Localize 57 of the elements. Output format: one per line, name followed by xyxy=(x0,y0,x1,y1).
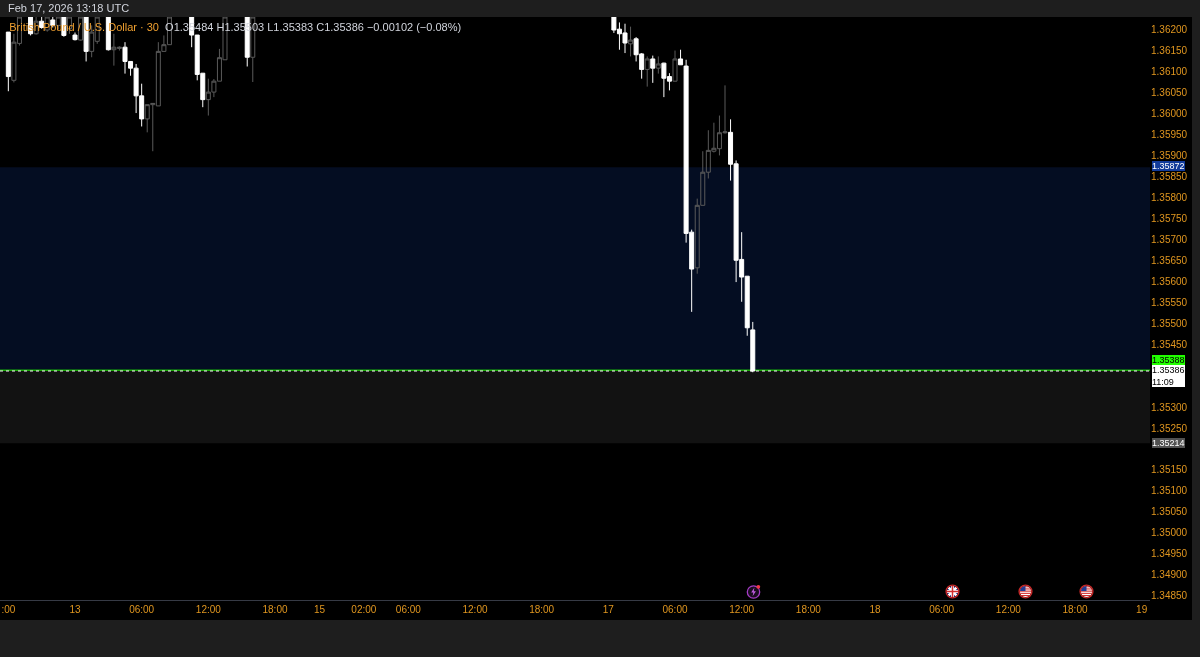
ref-line-label: 1.35388 xyxy=(1152,355,1185,365)
y-tick-label: 1.36100 xyxy=(1151,66,1188,78)
ref-line-label: 1.35386 11:09 xyxy=(1152,365,1185,387)
x-tick-label: 12:00 xyxy=(195,604,222,615)
y-tick-label: 1.36000 xyxy=(1151,107,1188,119)
x-tick-label: 12:00 xyxy=(995,604,1022,615)
y-tick-label: 1.35300 xyxy=(1151,401,1188,413)
x-tick-label: 15 xyxy=(313,604,326,615)
candlestick xyxy=(5,31,11,92)
candlestick xyxy=(644,55,650,88)
y-tick-label: 1.35800 xyxy=(1151,191,1188,203)
y-tick-label: 1.35550 xyxy=(1151,296,1188,308)
x-tick-label: 18:00 xyxy=(1062,604,1088,615)
candlestick xyxy=(72,32,78,41)
band-label: 1.35872 xyxy=(1152,161,1185,171)
candlestick xyxy=(655,55,661,75)
candlestick xyxy=(650,55,656,84)
candlestick xyxy=(672,50,678,83)
x-tick-label: 12:00 xyxy=(729,604,755,615)
y-tick-label: 1.35650 xyxy=(1151,254,1188,266)
y-tick-label: 1.35500 xyxy=(1151,317,1188,329)
y-tick-label: 1.35050 xyxy=(1151,506,1188,518)
y-tick-label: 1.35450 xyxy=(1151,338,1188,350)
x-tick-label: :00 xyxy=(1,604,16,615)
y-tick-label: 1.35950 xyxy=(1151,128,1188,140)
y-tick-label: 1.34950 xyxy=(1151,548,1188,560)
x-tick-label: 02:00 xyxy=(351,604,377,615)
x-tick-label: 18:00 xyxy=(795,604,822,615)
x-tick-label: 06:00 xyxy=(129,604,155,615)
y-tick-label: 1.35150 xyxy=(1151,464,1188,476)
y-tick-label: 1.35250 xyxy=(1151,422,1188,434)
x-tick-label: 06:00 xyxy=(929,604,955,615)
y-tick-label: 1.35700 xyxy=(1151,233,1188,245)
x-tick-label: 06:00 xyxy=(662,604,688,615)
x-tick-label: 06:00 xyxy=(395,604,422,615)
y-tick-label: 1.35850 xyxy=(1151,170,1188,182)
candlestick xyxy=(628,26,634,57)
x-tick-label: 19 xyxy=(1136,604,1148,615)
y-tick-label: 1.35750 xyxy=(1151,212,1188,224)
x-tick-label: 18:00 xyxy=(529,604,555,615)
x-tick-label: 17 xyxy=(602,604,615,615)
x-tick-label: 18 xyxy=(869,604,881,615)
text: Feb 17, 2026 13:18 UTC xyxy=(8,2,130,15)
y-tick-label: 1.35000 xyxy=(1151,527,1188,539)
band-label: 1.35214 xyxy=(1152,438,1185,448)
candlestick xyxy=(678,49,684,66)
x-tick-label: 18:00 xyxy=(262,604,288,615)
x-tick-label: 13 xyxy=(69,604,81,615)
y-tick-label: 1.36150 xyxy=(1151,45,1188,57)
y-tick-label: 1.35600 xyxy=(1151,275,1188,287)
y-tick-label: 1.35100 xyxy=(1151,485,1188,497)
y-tick-label: 1.36200 xyxy=(1151,24,1188,36)
y-tick-label: 1.34850 xyxy=(1151,590,1188,602)
x-tick-label: 12:00 xyxy=(462,604,488,615)
y-tick-label: 1.36050 xyxy=(1151,87,1188,98)
y-tick-label: 1.34900 xyxy=(1151,569,1188,581)
y-tick-label: 1.35900 xyxy=(1151,149,1188,161)
